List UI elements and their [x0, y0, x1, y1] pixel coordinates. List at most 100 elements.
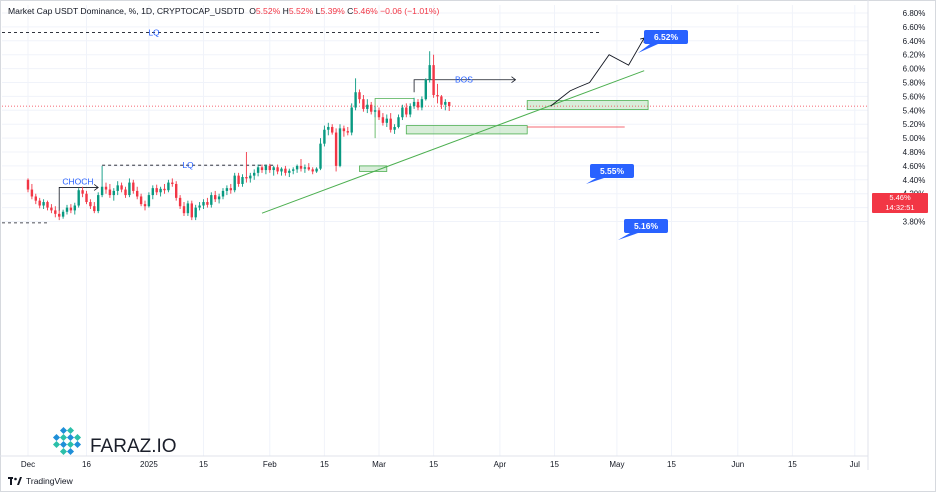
candle-body	[104, 186, 108, 190]
candle-body	[362, 99, 365, 109]
y-tick-label: 6.80%	[903, 9, 926, 18]
candle	[112, 188, 115, 201]
candle-body	[420, 99, 424, 108]
candle-body	[311, 169, 314, 172]
candle	[124, 186, 127, 198]
candle	[241, 174, 244, 187]
candle	[81, 186, 84, 198]
target-high-badge-pointer	[638, 44, 658, 53]
candle-body	[73, 205, 76, 211]
candle-body	[171, 182, 174, 184]
candle-body	[151, 188, 154, 196]
candle	[151, 185, 154, 200]
watermark-logo-square	[52, 433, 61, 442]
candle	[444, 99, 447, 111]
x-tick-label: 15	[667, 460, 676, 469]
candle-body	[424, 79, 427, 100]
candle-body	[50, 207, 53, 211]
legend-close-label: C	[347, 6, 354, 16]
legend-low-label: L	[315, 6, 321, 16]
tradingview-logo-icon	[8, 477, 22, 485]
candle-body	[409, 106, 412, 115]
candle-body	[139, 196, 143, 205]
target-high-badge-text: 6.52%	[654, 32, 679, 42]
candle-body	[444, 101, 447, 105]
candle-body	[198, 205, 201, 208]
x-tick-label: May	[609, 460, 624, 469]
candle	[401, 104, 404, 121]
candle-body	[245, 177, 248, 179]
y-tick-label: 5.80%	[903, 79, 926, 88]
target-low-badge: 5.16%	[618, 219, 668, 240]
candle-body	[288, 170, 291, 173]
watermark-logo-square	[66, 440, 75, 449]
candle	[171, 178, 174, 187]
candle	[405, 103, 408, 118]
candle-body	[256, 167, 260, 173]
candle	[307, 163, 310, 171]
candle-body	[58, 213, 61, 217]
candle	[370, 101, 373, 115]
candle-body	[178, 197, 182, 207]
candle-body	[116, 185, 119, 191]
candle	[26, 178, 30, 193]
legend-symbol: Market Cap USDT Dominance, %, 1D, CRYPTO…	[8, 6, 245, 16]
candle-body	[194, 207, 197, 218]
faraz-watermark: FARAZ.IO	[52, 426, 177, 457]
candle-body	[42, 202, 45, 206]
candle	[214, 190, 217, 203]
candle	[424, 78, 427, 101]
legend-open-label: O	[249, 6, 256, 16]
candle	[120, 182, 123, 193]
candle-body	[190, 203, 193, 218]
candle-body	[186, 203, 190, 214]
x-tick-label: 15	[320, 460, 329, 469]
candle	[436, 83, 439, 104]
candle	[46, 200, 49, 211]
candle	[69, 204, 73, 214]
candle-body	[416, 101, 420, 108]
candle	[175, 181, 178, 201]
candle-body	[65, 207, 69, 212]
candle-body	[81, 190, 84, 194]
candle-body	[319, 143, 322, 169]
legend-change: −0.06 (−1.01%)	[380, 6, 440, 16]
candle	[58, 210, 61, 221]
candle-body	[260, 167, 264, 171]
candle-body	[225, 188, 229, 191]
y-tick-label: 6.00%	[903, 65, 926, 74]
candle	[249, 172, 252, 183]
candle	[338, 124, 342, 168]
candle	[132, 179, 135, 194]
ascending-trendline	[261, 70, 645, 214]
candle-body	[440, 96, 443, 105]
target-high-badge: 6.52%	[638, 30, 688, 53]
candle-body	[307, 167, 310, 170]
bos-arrowhead	[511, 76, 517, 84]
target-low-badge-bg	[624, 219, 668, 233]
candle-body	[342, 128, 346, 132]
demand-zone	[405, 125, 528, 135]
candle	[358, 89, 361, 104]
candle	[61, 209, 65, 219]
y-tick-label: 4.40%	[903, 176, 926, 185]
candle	[385, 114, 388, 127]
target-low-badge-text: 5.16%	[634, 221, 659, 231]
candle-body	[229, 188, 232, 191]
candle	[147, 192, 151, 208]
watermark-logo-square	[66, 447, 75, 456]
candle	[311, 167, 314, 175]
candle	[260, 164, 264, 173]
candle-body	[412, 101, 416, 107]
candle-body	[284, 168, 287, 173]
candle-body	[175, 183, 178, 198]
candle-body	[210, 195, 213, 205]
candle-body	[206, 202, 209, 205]
candle	[73, 202, 76, 215]
candle-body	[132, 182, 135, 191]
candle-body	[299, 165, 303, 169]
choch-arrowhead	[93, 184, 99, 191]
candle	[97, 192, 100, 214]
candle	[190, 200, 193, 221]
